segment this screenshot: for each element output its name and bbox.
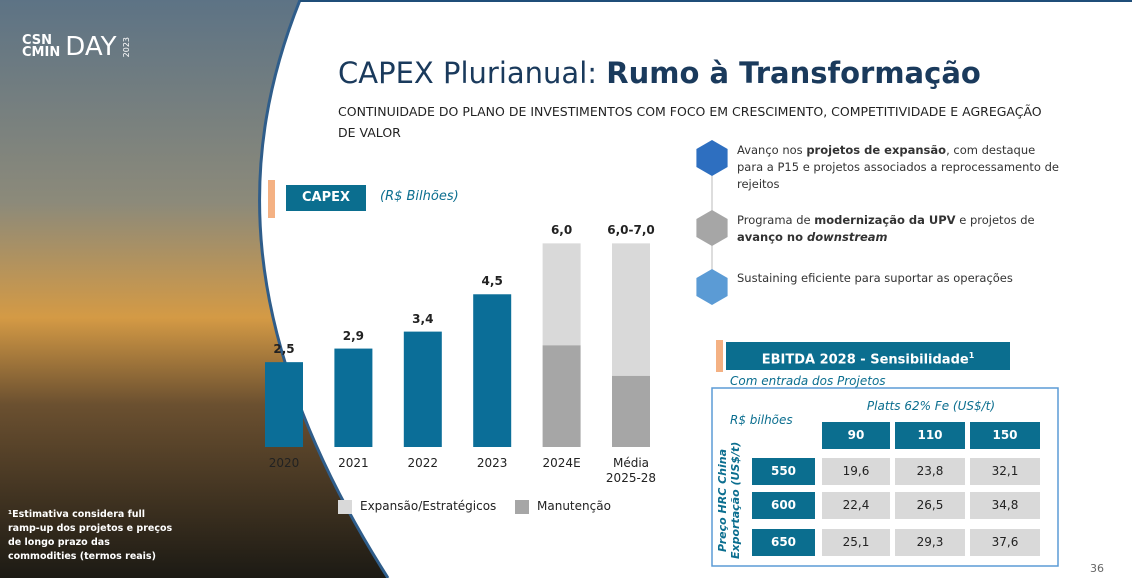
table-title-text: EBITDA 2028 - Sensibilidade	[762, 352, 969, 367]
bar-segment	[334, 349, 372, 447]
title: CAPEX Plurianual: Rumo à Transformação	[338, 56, 981, 90]
column-header: 150	[970, 422, 1040, 449]
table-title: EBITDA 2028 - Sensibilidade1	[726, 342, 1010, 370]
bullet-text: Sustaining eficiente para suportar as op…	[737, 270, 1059, 287]
x-tick-label: 2023	[462, 456, 522, 471]
table-cell: 19,6	[822, 458, 890, 485]
legend-swatch	[338, 500, 352, 514]
bullet-icon	[696, 210, 727, 246]
bullet-run: projetos de expansão	[806, 143, 946, 157]
legend-label: Manutenção	[537, 499, 611, 513]
page-number: 36	[1090, 562, 1104, 575]
bullet-run: Avanço nos	[737, 143, 806, 157]
x-tick-label: 2021	[323, 456, 383, 471]
stack-label: 6,0	[532, 223, 592, 237]
bar-segment	[265, 362, 303, 447]
chart-label: CAPEX	[286, 185, 366, 211]
bar-segment	[404, 332, 442, 447]
bar-segment	[543, 243, 581, 345]
column-header: 110	[895, 422, 965, 449]
value-label: 3,4	[393, 312, 453, 326]
table-cell: 26,5	[895, 492, 965, 519]
chart-unit: (R$ Bilhões)	[380, 189, 459, 204]
bullet-run: Sustaining eficiente para suportar as op…	[737, 271, 1013, 285]
bar-segment	[473, 294, 511, 447]
table-cell: 32,1	[970, 458, 1040, 485]
table-cell: 29,3	[895, 529, 965, 556]
x-tick-label: Média 2025-28	[601, 456, 661, 486]
logo-bottom: CMIN	[22, 47, 60, 59]
legend-swatch	[515, 500, 529, 514]
slide: CSN CMIN DAY 2023 CAPEX Plurianual: Rumo…	[0, 0, 1132, 578]
footnote: ¹Estimativa considera full ramp-up dos p…	[8, 508, 178, 564]
bullet-icon	[696, 269, 727, 305]
stack-label: 6,0-7,0	[601, 223, 661, 237]
bar-segment	[543, 345, 581, 447]
row-title: Preço HRC China Exportação (US$/t)	[716, 440, 750, 560]
table-title-note: 1	[969, 351, 975, 360]
bullet-icon	[696, 140, 727, 176]
bar-segment	[612, 376, 650, 447]
logo-year: 2023	[122, 37, 131, 57]
bullet-run: Programa de	[737, 213, 814, 227]
value-label: 2,9	[323, 329, 383, 343]
x-tick-label: 2022	[393, 456, 453, 471]
subtitle: CONTINUIDADE DO PLANO DE INVESTIMENTOS C…	[338, 101, 1058, 143]
title-regular: CAPEX Plurianual:	[338, 56, 597, 90]
bullet-run: e projetos de	[956, 213, 1035, 227]
bullet-run: downstream	[807, 230, 888, 244]
logo-event: DAY	[65, 32, 116, 62]
bullet-text: Avanço nos projetos de expansão, com des…	[737, 142, 1059, 193]
column-title: Platts 62% Fe (US$/t)	[822, 399, 1040, 413]
table-subtitle: Com entrada dos Projetos	[730, 374, 886, 388]
row-header: 550	[752, 458, 815, 485]
value-label: 2,5	[254, 342, 314, 356]
table-cell: 22,4	[822, 492, 890, 519]
table-cell: 23,8	[895, 458, 965, 485]
bar-segment	[612, 243, 650, 375]
x-tick-label: 2024E	[532, 456, 592, 471]
bullet-text: Programa de modernização da UPV e projet…	[737, 212, 1059, 246]
value-label: 4,5	[462, 274, 522, 288]
logo: CSN CMIN DAY 2023	[22, 32, 131, 62]
table-cell: 37,6	[970, 529, 1040, 556]
table-cell: 25,1	[822, 529, 890, 556]
row-header: 600	[752, 492, 815, 519]
title-bold: Rumo à Transformação	[606, 56, 981, 90]
legend-label: Expansão/Estratégicos	[360, 499, 496, 513]
bullet-run: modernização da UPV	[814, 213, 955, 227]
column-header: 90	[822, 422, 890, 449]
bullet-run: avanço no	[737, 230, 807, 244]
row-header: 650	[752, 529, 815, 556]
table-unit: R$ bilhões	[730, 413, 793, 427]
table-cell: 34,8	[970, 492, 1040, 519]
x-tick-label: 2020	[254, 456, 314, 471]
